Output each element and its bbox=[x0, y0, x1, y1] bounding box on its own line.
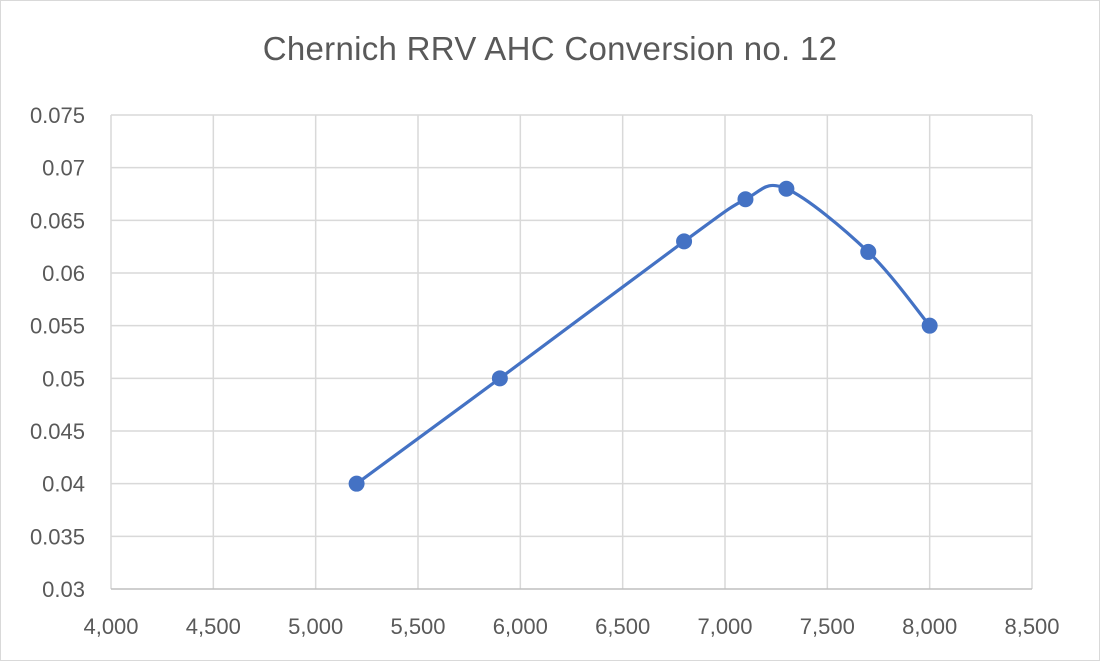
y-tick-label: 0.065 bbox=[30, 208, 85, 233]
data-point bbox=[737, 191, 754, 208]
x-tick-label: 7,500 bbox=[800, 614, 855, 639]
series-line bbox=[355, 183, 932, 486]
data-point bbox=[860, 243, 877, 260]
y-tick-label: 0.06 bbox=[42, 261, 85, 286]
y-tick-label: 0.035 bbox=[30, 524, 85, 549]
y-tick-label: 0.055 bbox=[30, 314, 85, 339]
y-tick-label: 0.045 bbox=[30, 419, 85, 444]
x-tick-label: 7,000 bbox=[697, 614, 752, 639]
x-tick-label: 8,000 bbox=[902, 614, 957, 639]
data-point bbox=[921, 317, 938, 334]
data-point bbox=[348, 475, 365, 492]
y-tick-label: 0.04 bbox=[42, 472, 85, 497]
x-tick-label: 6,000 bbox=[493, 614, 548, 639]
y-tick-label: 0.075 bbox=[30, 103, 85, 128]
chart-title: Chernich RRV AHC Conversion no. 12 bbox=[262, 30, 838, 67]
data-point bbox=[676, 233, 693, 250]
y-tick-label: 0.07 bbox=[42, 156, 85, 181]
y-tick-label: 0.05 bbox=[42, 366, 85, 391]
x-tick-label: 4,000 bbox=[83, 614, 138, 639]
x-tick-label: 6,500 bbox=[595, 614, 650, 639]
x-tick-label: 8,500 bbox=[1004, 614, 1059, 639]
x-tick-label: 5,000 bbox=[288, 614, 343, 639]
x-tick-label: 4,500 bbox=[186, 614, 241, 639]
data-point bbox=[491, 370, 508, 387]
y-tick-label: 0.03 bbox=[42, 577, 85, 602]
x-tick-label: 5,500 bbox=[390, 614, 445, 639]
data-point bbox=[778, 180, 795, 197]
